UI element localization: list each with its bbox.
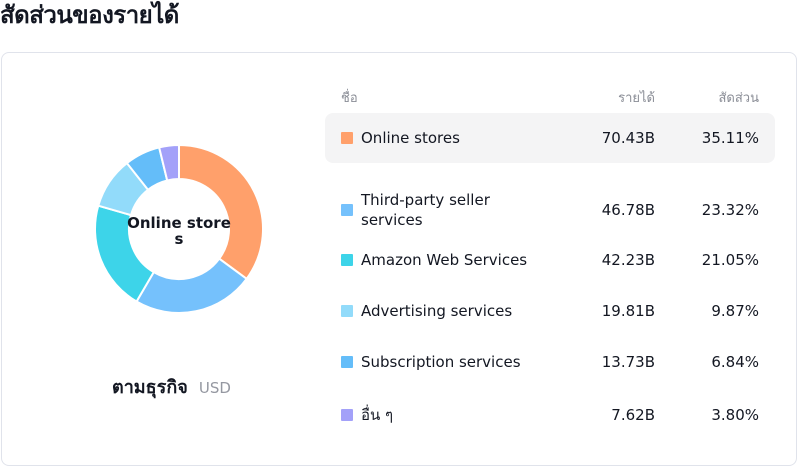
row-revenue: 7.62B — [611, 406, 655, 424]
header-revenue: รายได้ — [618, 91, 655, 106]
donut-slice[interactable] — [135, 257, 249, 314]
row-name: Online stores — [361, 129, 460, 147]
row-share: 21.05% — [701, 251, 759, 269]
revenue-table: ชื่อ รายได้ สัดส่วน Online stores 70.43B 3… — [325, 80, 775, 424]
legend-swatch — [341, 305, 353, 317]
legend-swatch — [341, 409, 353, 421]
row-revenue: 42.23B — [601, 251, 655, 269]
donut-slice[interactable] — [157, 144, 180, 182]
donut-caption: ตามธุรกิจ USD — [112, 372, 231, 401]
row-name: อื่น ๆ — [361, 406, 394, 424]
row-name: Amazon Web Services — [361, 251, 528, 269]
row-share: 6.84% — [711, 353, 759, 371]
donut-chart[interactable]: Online stores — [94, 144, 264, 314]
table-row[interactable]: Amazon Web Services 42.23B 21.05% — [325, 235, 775, 285]
row-revenue: 46.78B — [601, 201, 655, 219]
donut-slice[interactable] — [178, 144, 264, 281]
row-share: 35.11% — [701, 129, 759, 147]
row-revenue: 13.73B — [601, 353, 655, 371]
donut-center-label: Online stores — [127, 214, 231, 248]
caption-currency: USD — [198, 379, 231, 397]
legend-swatch — [341, 204, 353, 216]
row-share: 3.80% — [711, 406, 759, 424]
row-name: Third-party seller services — [361, 191, 490, 229]
legend-swatch — [341, 356, 353, 368]
header-share: สัดส่วน — [718, 91, 760, 106]
table-row[interactable]: Third-party seller services 46.78B 23.32% — [325, 174, 775, 246]
row-name: Advertising services — [361, 302, 513, 320]
table-row[interactable]: อื่น ๆ 7.62B 3.80% — [325, 390, 775, 440]
header-name: ชื่อ — [341, 91, 358, 106]
table-row[interactable]: Online stores 70.43B 35.11% — [325, 113, 775, 163]
table-header: ชื่อ รายได้ สัดส่วน — [325, 80, 775, 112]
row-name: Subscription services — [361, 353, 521, 371]
legend-swatch — [341, 132, 353, 144]
row-share: 9.87% — [711, 302, 759, 320]
donut-svg — [94, 144, 264, 314]
table-row[interactable]: Subscription services 13.73B 6.84% — [325, 337, 775, 387]
page-title: สัดส่วนของรายได้ — [0, 1, 179, 29]
revenue-breakdown-card — [1, 52, 797, 466]
legend-swatch — [341, 254, 353, 266]
row-revenue: 19.81B — [601, 302, 655, 320]
caption-segment-by: ตามธุรกิจ — [112, 377, 188, 398]
row-share: 23.32% — [701, 201, 759, 219]
row-revenue: 70.43B — [601, 129, 655, 147]
table-row[interactable]: Advertising services 19.81B 9.87% — [325, 286, 775, 336]
